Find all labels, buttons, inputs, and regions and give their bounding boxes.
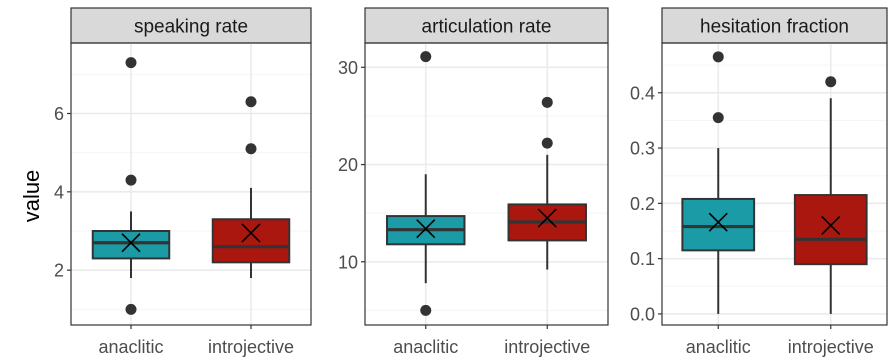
facet-title: speaking rate — [134, 17, 248, 38]
outlier-point — [125, 174, 137, 186]
y-tick-label: 0.2 — [630, 194, 655, 214]
box-anaclitic — [91, 57, 171, 315]
outlier-point — [245, 96, 257, 108]
outlier-point — [541, 96, 553, 108]
mean-marker-stroke — [821, 215, 841, 236]
panel-border — [70, 42, 312, 326]
y-tick-label: 0.1 — [630, 249, 655, 269]
box-introjective — [793, 76, 868, 314]
facet-strip — [70, 7, 312, 44]
mean-marker-stroke — [416, 219, 436, 239]
mean-marker-stroke — [121, 233, 141, 253]
box-introjective — [211, 96, 291, 278]
outlier-point — [245, 143, 257, 155]
y-tick-label: 20 — [338, 155, 358, 175]
facet-panel: speaking rate 2 4 6 anaclitic introjective — [54, 7, 312, 357]
facet-panel: articulation rate 10 20 30 anaclitic introjec… — [338, 7, 609, 357]
y-tick-label: 6 — [54, 104, 64, 124]
y-tick-label: 10 — [338, 252, 358, 272]
facet-strip — [661, 7, 888, 44]
x-tick-label: anaclitic — [393, 337, 458, 357]
box-iqr — [793, 194, 868, 266]
facet-title: hesitation fraction — [700, 17, 849, 38]
panel-border — [364, 42, 609, 326]
outlier-point — [541, 137, 553, 149]
box-introjective — [507, 96, 587, 270]
y-tick-label: 2 — [54, 261, 64, 281]
y-tick-label: 0.0 — [630, 304, 655, 324]
mean-marker — [416, 219, 436, 239]
mean-marker-stroke — [537, 208, 557, 228]
outlier-point — [420, 51, 432, 63]
facet-title: articulation rate — [422, 17, 552, 38]
outlier-point — [712, 51, 724, 63]
mean-marker — [537, 208, 557, 228]
x-tick-label: anaclitic — [686, 337, 751, 357]
box-iqr — [211, 218, 291, 264]
panel-border — [661, 42, 888, 326]
y-tick-label: 0.3 — [630, 139, 655, 159]
mean-marker — [708, 212, 728, 232]
y-axis-label: value — [19, 170, 44, 223]
y-tick-label: 30 — [338, 58, 358, 78]
outlier-point — [420, 304, 432, 316]
mean-marker-stroke — [241, 223, 261, 243]
mean-marker — [821, 215, 841, 236]
box-iqr — [681, 197, 756, 252]
box-iqr — [91, 230, 171, 260]
mean-marker-stroke — [708, 212, 728, 232]
outlier-point — [125, 57, 137, 69]
facet-panel: hesitation fraction 0.0 0.1 0.2 0.3 0.4 anacli… — [630, 7, 888, 357]
facet-strip — [364, 7, 609, 44]
x-tick-label: introjective — [788, 337, 874, 357]
x-tick-label: introjective — [504, 337, 590, 357]
x-tick-label: introjective — [208, 337, 294, 357]
mean-marker — [241, 223, 261, 243]
box-anaclitic — [681, 51, 756, 314]
outlier-point — [125, 303, 137, 315]
outlier-point — [712, 112, 724, 124]
x-tick-label: anaclitic — [98, 337, 163, 357]
y-tick-label: 4 — [54, 182, 64, 202]
box-anaclitic — [386, 51, 466, 316]
mean-marker — [121, 233, 141, 253]
y-tick-label: 0.4 — [630, 83, 655, 103]
outlier-point — [825, 76, 837, 88]
